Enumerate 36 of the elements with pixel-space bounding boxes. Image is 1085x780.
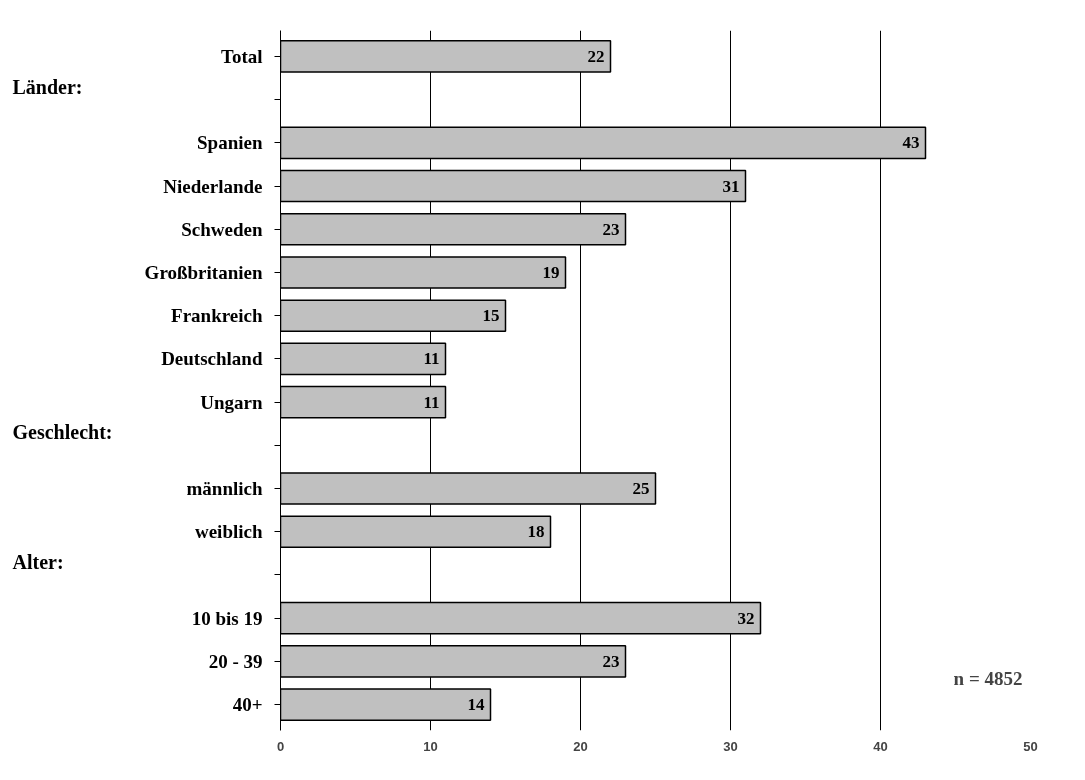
y-tick-label: Großbritanien xyxy=(144,261,263,283)
y-tick-label: 40+ xyxy=(232,694,263,716)
data-label: 23 xyxy=(602,219,620,239)
data-label: 23 xyxy=(602,651,620,671)
y-tick-label: männlich xyxy=(186,478,263,500)
y-tick-label: weiblich xyxy=(194,521,263,543)
x-tick-label: 40 xyxy=(873,738,888,754)
data-label: 15 xyxy=(482,306,500,326)
y-tick-label: Deutschland xyxy=(161,348,263,370)
x-tick-label: 10 xyxy=(423,738,438,754)
data-label: 25 xyxy=(632,479,650,499)
data-label: 43 xyxy=(902,133,920,153)
x-tick-label: 50 xyxy=(1023,738,1038,754)
data-label: 19 xyxy=(542,262,560,282)
y-tick-label: Ungarn xyxy=(200,391,263,413)
data-label: 11 xyxy=(423,349,440,369)
data-label: 14 xyxy=(467,695,485,715)
data-label: 22 xyxy=(587,46,605,66)
x-tick-label: 20 xyxy=(573,738,588,754)
y-tick-label: Niederlande xyxy=(163,175,263,197)
y-tick-label: Schweden xyxy=(181,218,263,240)
annotation: n = 4852 xyxy=(953,668,1023,690)
x-tick-label: 0 xyxy=(276,738,285,754)
text: Alter: xyxy=(12,550,64,573)
y-tick-label: 10 bis 19 xyxy=(191,607,263,629)
data-label: 18 xyxy=(527,522,545,542)
data-label: 11 xyxy=(423,392,440,412)
text: Geschlecht: xyxy=(12,421,113,444)
text: Länder: xyxy=(12,75,83,98)
y-tick-label: Frankreich xyxy=(171,305,263,327)
x-tick-label: 30 xyxy=(723,738,738,754)
y-tick-label: 20 - 39 xyxy=(208,650,263,672)
y-tick-label: Spanien xyxy=(197,132,263,154)
data-label: 31 xyxy=(722,176,740,196)
y-tick-label: Total xyxy=(220,45,263,67)
data-label: 32 xyxy=(737,608,755,628)
